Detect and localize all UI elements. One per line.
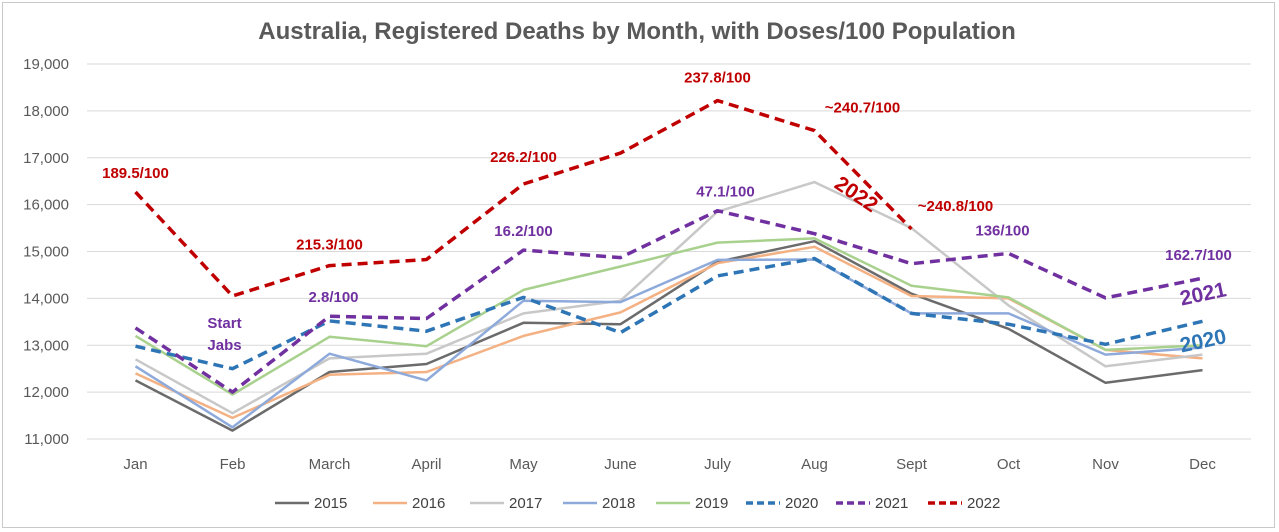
dose-annotation-2022: ~240.7/100 — [825, 100, 901, 117]
series-line-2018 — [134, 258, 1203, 429]
legend-label-2021: 2021 — [875, 495, 908, 512]
dose-annotation-2021: 162.7/100 — [1165, 247, 1232, 264]
y-tick-label: 12,000 — [23, 384, 69, 401]
chart-title: Australia, Registered Deaths by Month, w… — [258, 18, 1015, 45]
dose-annotation-2022: 215.3/100 — [296, 237, 363, 254]
legend-label-2020: 2020 — [785, 495, 818, 512]
annotations: 189.5/100 215.3/100 226.2/100 237.8/100 ~240… — [102, 70, 1232, 358]
dose-annotation-2021: 2.8/100 — [308, 289, 358, 306]
y-tick-label: 19,000 — [23, 56, 69, 73]
y-tick-label: 15,000 — [23, 244, 69, 261]
legend-label-2016: 2016 — [412, 495, 445, 512]
x-tick-label: Sept — [896, 456, 928, 473]
dose-annotation-2022: 237.8/100 — [684, 70, 751, 87]
series-line-2021 — [134, 208, 1203, 394]
x-tick-label: Nov — [1092, 456, 1119, 473]
x-tick-label: Aug — [801, 456, 828, 473]
y-tick-label: 18,000 — [23, 103, 69, 120]
y-axis-ticks: 11,000 12,000 13,000 14,000 15,000 16,000 17,0… — [23, 56, 69, 448]
start-jabs-label: Start — [207, 315, 241, 332]
legend-label-2017: 2017 — [509, 495, 542, 512]
series-line-2020 — [135, 256, 1203, 371]
dose-annotation-2022: ~240.8/100 — [918, 198, 994, 215]
legend-label-2022: 2022 — [967, 495, 1000, 512]
grid-lines — [87, 63, 1251, 440]
legend: 2015 2016 2017 2018 2019 2020 2021 2022 — [275, 495, 1000, 512]
dose-annotation-2021: 136/100 — [975, 222, 1029, 239]
x-tick-label: July — [704, 456, 731, 473]
series-lines — [134, 98, 1203, 432]
x-tick-label: April — [411, 456, 441, 473]
start-jabs-label: Jabs — [207, 337, 241, 354]
x-tick-label: Oct — [997, 456, 1021, 473]
y-tick-label: 14,000 — [23, 290, 69, 307]
line-chart: Australia, Registered Deaths by Month, w… — [23, 18, 1251, 512]
dose-annotation-2022: 189.5/100 — [102, 165, 169, 182]
legend-label-2019: 2019 — [695, 495, 728, 512]
dose-annotation-2021: 47.1/100 — [696, 184, 754, 201]
legend-label-2018: 2018 — [602, 495, 635, 512]
x-tick-label: Feb — [220, 456, 246, 473]
x-tick-label: March — [309, 456, 351, 473]
y-tick-label: 11,000 — [24, 431, 69, 448]
legend-label-2015: 2015 — [314, 495, 347, 512]
x-tick-label: May — [509, 456, 538, 473]
y-tick-label: 17,000 — [23, 150, 69, 167]
x-tick-label: Jan — [123, 456, 147, 473]
dose-annotation-2022: 226.2/100 — [490, 149, 557, 166]
line-label-2020: 2020 — [1178, 325, 1228, 357]
x-tick-label: Dec — [1189, 456, 1216, 473]
series-line-2019 — [134, 237, 1203, 396]
y-tick-label: 13,000 — [23, 337, 69, 354]
series-line-2022 — [134, 98, 913, 298]
x-tick-label: June — [604, 456, 637, 473]
x-axis-ticks: Jan Feb March April May June July Aug Sept Oct Nov… — [123, 456, 1216, 473]
dose-annotation-2021: 16.2/100 — [494, 223, 552, 240]
line-label-2021: 2021 — [1178, 278, 1229, 310]
y-tick-label: 16,000 — [23, 197, 69, 214]
